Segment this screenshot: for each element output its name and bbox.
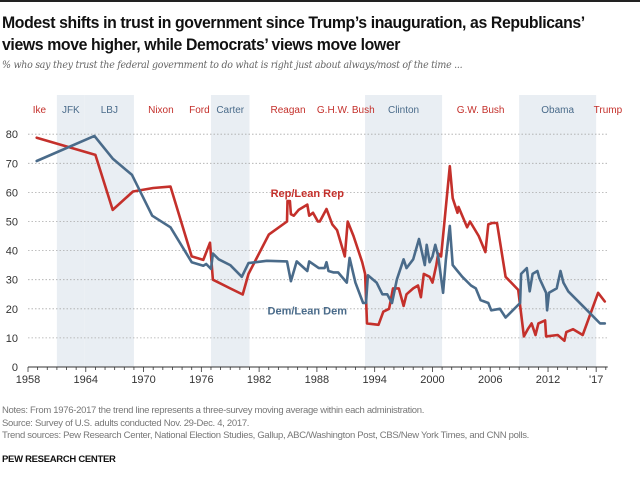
x-tick-label: 2000 [420, 374, 444, 386]
president-label: LBJ [101, 105, 118, 116]
trend-sources-line: Trend sources: Pew Research Center, Nati… [2, 430, 530, 441]
x-tick-label: 1994 [362, 374, 386, 386]
x-tick-label: 2006 [478, 374, 502, 386]
president-label: Trump [594, 105, 623, 116]
y-tick-label: 60 [6, 187, 18, 199]
chart-subtitle: % who say they trust the federal governm… [2, 59, 463, 71]
president-label: JFK [62, 105, 80, 116]
x-tick-label: 2012 [536, 374, 560, 386]
chart-title: Modest shifts in trust in government sin… [2, 12, 593, 56]
administration-shade [519, 95, 597, 367]
y-tick-label: 40 [6, 246, 18, 258]
y-tick-label: 70 [6, 158, 18, 170]
series-line-rep [35, 136, 607, 343]
administration-shade [210, 95, 250, 367]
x-tick-label: 1976 [189, 374, 213, 386]
x-tick-label: 1964 [74, 374, 98, 386]
notes: Notes: From 1976-2017 the trend line rep… [2, 405, 529, 443]
series-label-rep: Rep/Lean Rep [271, 188, 345, 200]
president-label: Ike [33, 105, 47, 116]
president-label: Clinton [388, 105, 419, 116]
title-line-1: Modest shifts in trust in government sin… [2, 13, 585, 32]
president-label: Reagan [270, 105, 305, 116]
series-label-dem: Dem/Lean Dem [268, 306, 348, 318]
source-line: Source: Survey of U.S. adults conducted … [2, 417, 250, 429]
president-label: G.H.W. Bush [317, 105, 375, 116]
x-tick-label: 1988 [305, 374, 329, 386]
president-label: Carter [216, 105, 244, 116]
y-tick-label: 30 [6, 275, 18, 287]
title-line-2: views move higher, while Democrats’ view… [2, 35, 401, 54]
y-tick-label: 10 [6, 333, 18, 345]
y-tick-label: 80 [6, 129, 18, 141]
administration-shade [56, 95, 85, 367]
administration-shade [365, 95, 443, 367]
administration-shade [84, 95, 134, 367]
president-label: G.W. Bush [457, 105, 505, 116]
y-tick-label: 50 [6, 217, 18, 229]
x-tick-label: 1982 [247, 374, 271, 386]
president-label: Nixon [148, 105, 174, 116]
president-label: Obama [541, 105, 574, 116]
x-tick-label: 1958 [16, 374, 40, 386]
note-line: Notes: From 1976-2017 the trend line rep… [2, 405, 425, 416]
x-tick-label: '17 [589, 374, 603, 386]
y-tick-label: 0 [12, 362, 18, 374]
y-tick-label: 20 [6, 304, 18, 316]
x-tick-label: 1970 [131, 374, 155, 386]
top-rule [0, 0, 640, 2]
brand-logo-text: PEW RESEARCH CENTER [2, 454, 116, 465]
series-line-dem [35, 134, 607, 325]
president-label: Ford [189, 105, 210, 116]
